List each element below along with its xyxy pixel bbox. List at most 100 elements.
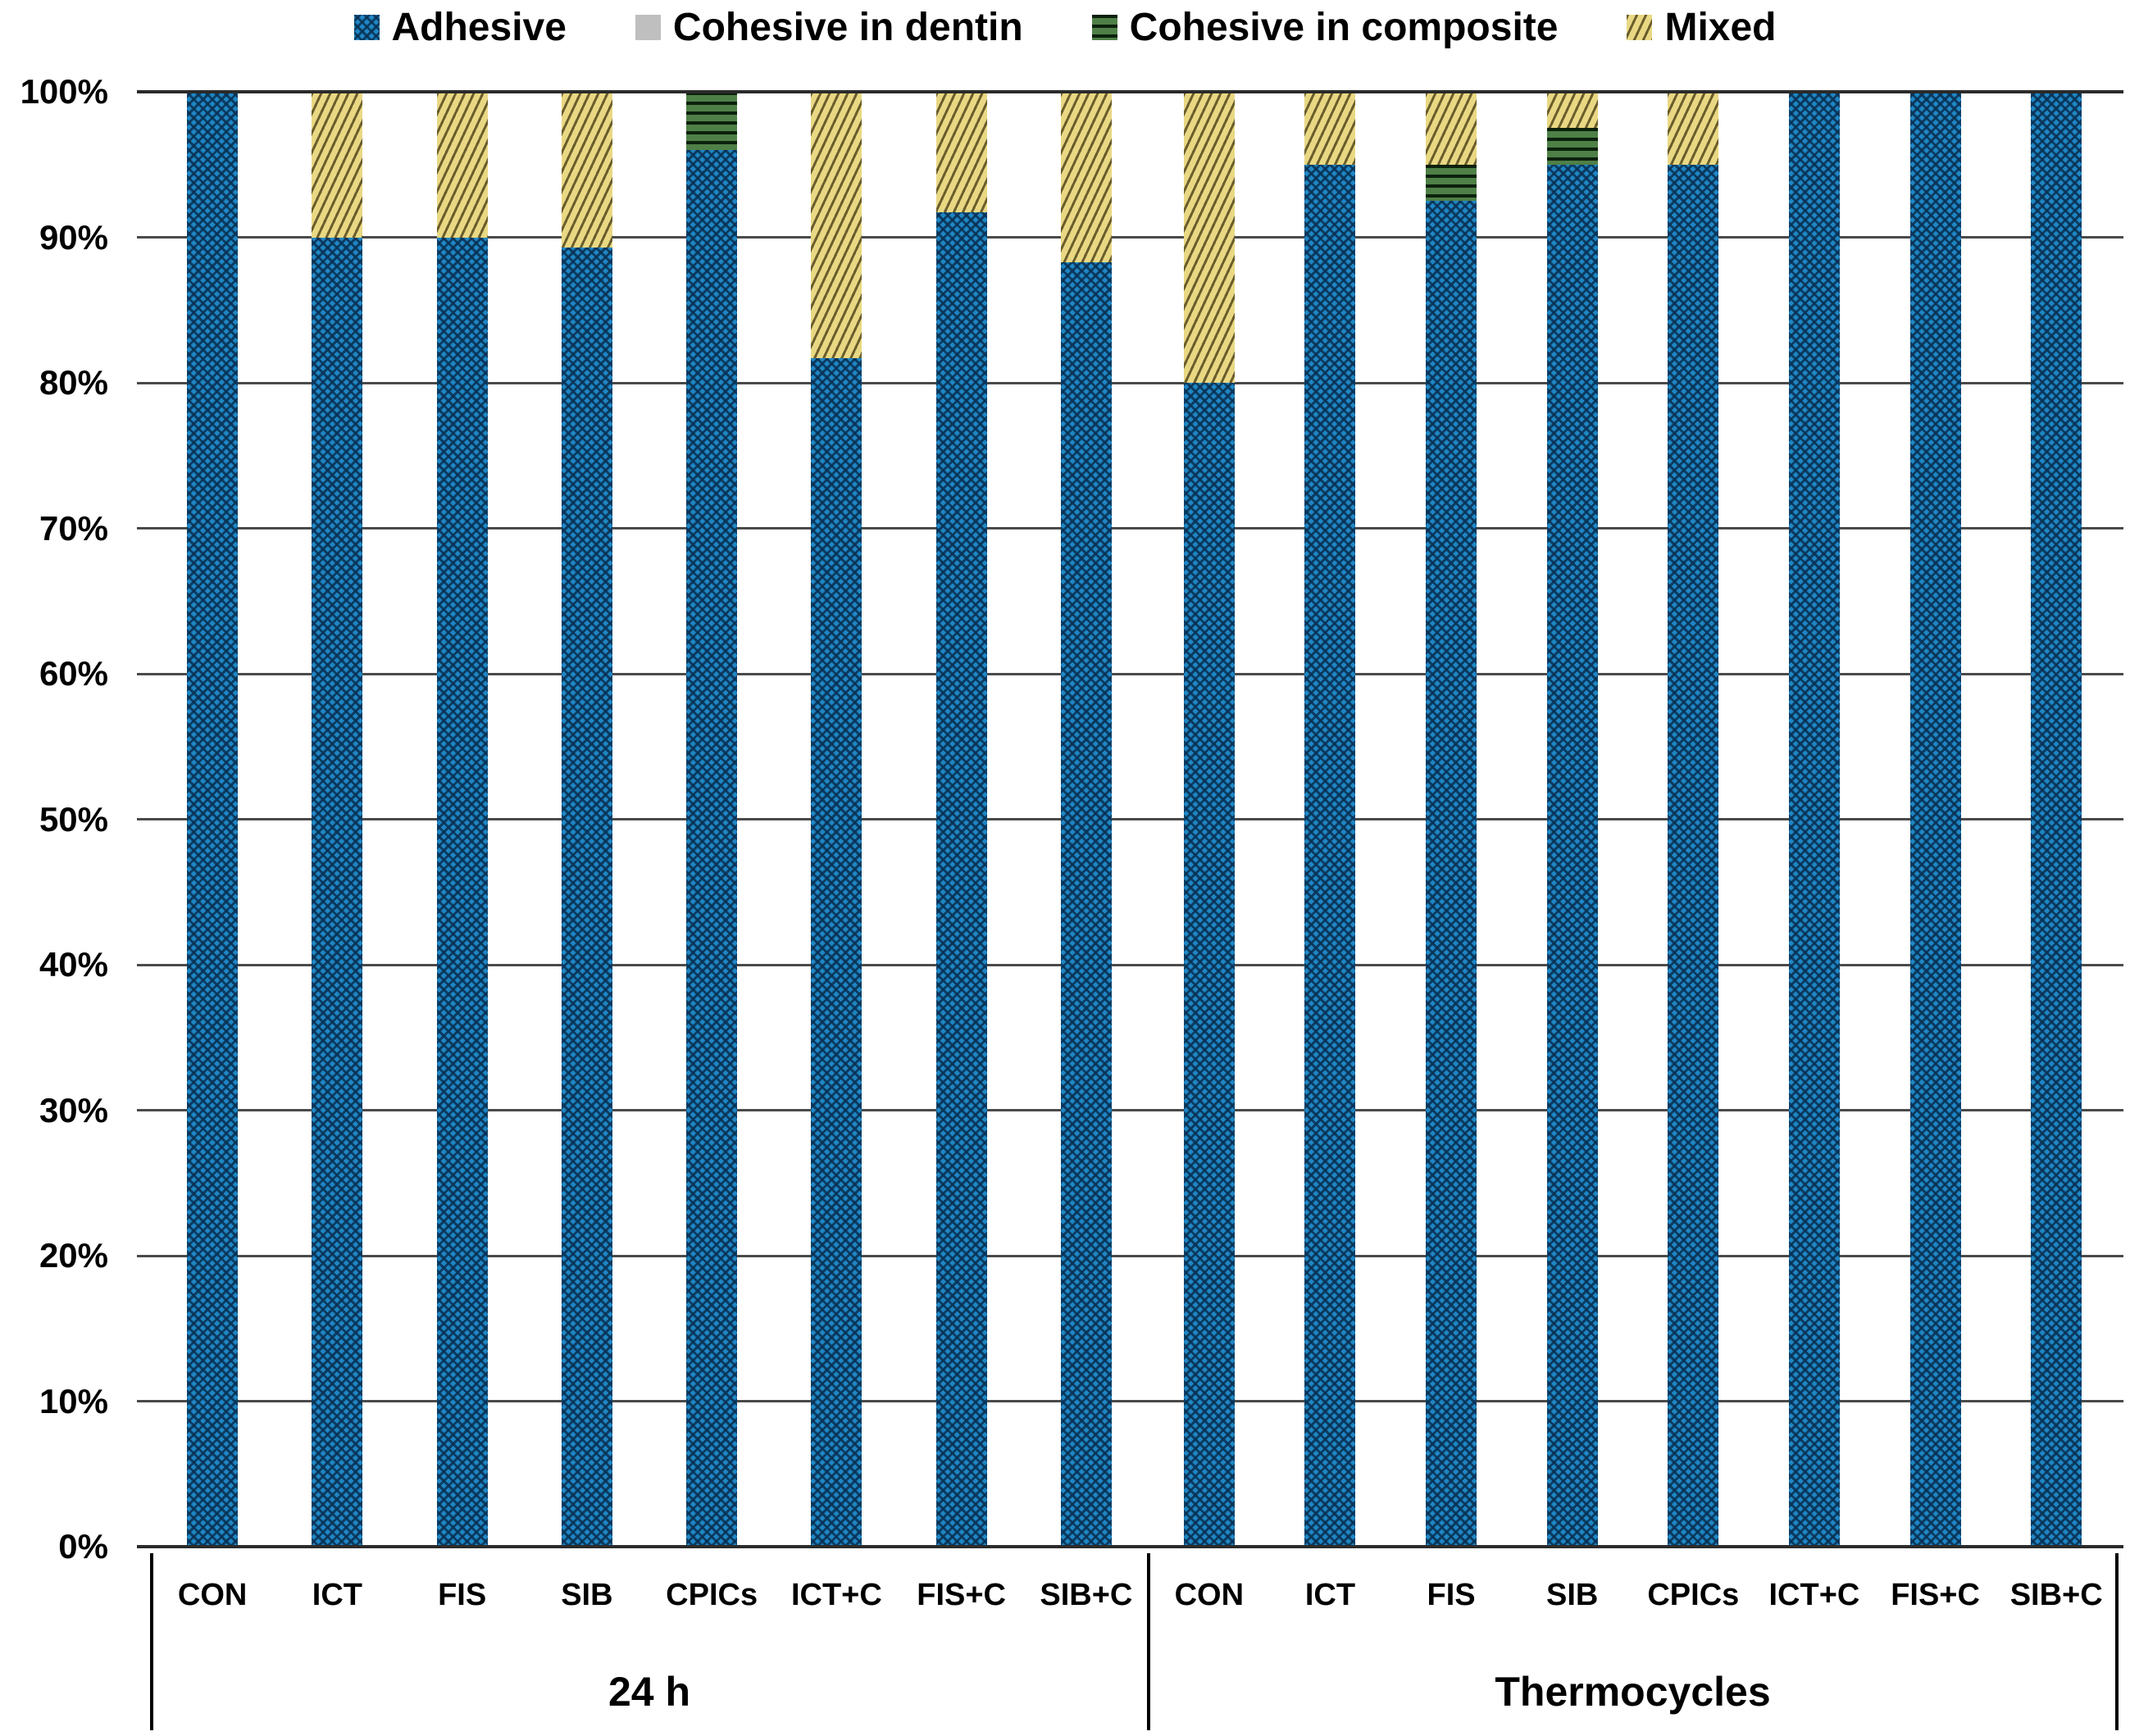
gridline xyxy=(137,1109,2123,1111)
segment-adhesive xyxy=(1426,201,1477,1547)
segment-mixed xyxy=(1668,92,1719,165)
bar-group-thermocycles xyxy=(1149,92,2117,1547)
bar-thermocycles-FIS+C xyxy=(1909,92,1961,1547)
group-label-24h: 24 h xyxy=(608,1669,691,1715)
gridline xyxy=(137,672,2123,675)
segment-adhesive xyxy=(1909,92,1961,1547)
y-tick-label: 80% xyxy=(39,363,108,402)
y-tick-label: 0% xyxy=(58,1527,108,1566)
segment-mixed xyxy=(935,92,987,213)
segment-adhesive xyxy=(811,357,862,1547)
segment-adhesive xyxy=(1183,383,1235,1547)
bar-thermocycles-CPICs xyxy=(1668,92,1719,1547)
x-category-label: CON xyxy=(177,1578,248,1612)
x-axis-labels: CON ICT FIS SIB CPICs ICT+C FIS+C SIB+C CON ICT F… xyxy=(137,1570,2123,1620)
gridline xyxy=(137,527,2123,529)
segment-adhesive xyxy=(436,237,488,1547)
y-tick-label: 60% xyxy=(39,654,108,693)
segment-adhesive xyxy=(935,212,987,1547)
bar-24-h-FIS xyxy=(436,92,488,1547)
bar-thermocycles-SIB xyxy=(1546,92,1598,1547)
segment-mixed xyxy=(1183,92,1235,383)
segment-mixed xyxy=(1060,92,1112,262)
axis-divider-middle xyxy=(1147,1553,1150,1730)
gridline xyxy=(137,1545,2123,1548)
bar-24-h-CPICs xyxy=(686,92,738,1547)
segment-mixed xyxy=(1546,92,1598,129)
segment-composite xyxy=(1546,128,1598,165)
bar-24-h-FIS+C xyxy=(935,92,987,1547)
bar-24-h-CON xyxy=(187,92,239,1547)
segment-composite xyxy=(1426,164,1477,202)
bar-thermocycles-CON xyxy=(1183,92,1235,1547)
bar-thermocycles-ICT xyxy=(1304,92,1356,1547)
axis-divider-right xyxy=(2115,1553,2119,1730)
segment-adhesive xyxy=(2031,92,2082,1547)
legend-item-mixed: Mixed xyxy=(1627,5,1776,50)
x-category-label: SIB xyxy=(561,1578,613,1612)
segment-adhesive xyxy=(1546,164,1598,1547)
y-tick-label: 90% xyxy=(39,217,108,257)
y-tick-label: 30% xyxy=(39,1090,108,1129)
y-tick-label: 10% xyxy=(39,1381,108,1420)
group-label-thermocycles: Thermocycles xyxy=(1495,1669,1771,1715)
gridline xyxy=(137,1400,2123,1402)
bar-thermocycles-FIS xyxy=(1426,92,1477,1547)
plot-area xyxy=(137,90,2123,1548)
x-category-label: CON xyxy=(1174,1578,1245,1612)
adhesive-swatch-icon xyxy=(353,14,380,40)
segment-mixed xyxy=(312,92,363,238)
x-category-label: ICT+C xyxy=(790,1578,882,1612)
segment-adhesive xyxy=(686,150,738,1547)
bar-thermocycles-ICT+C xyxy=(1788,92,1840,1547)
x-category-label: SIB xyxy=(1546,1578,1599,1612)
legend: Adhesive Cohesive in dentin Cohesive in … xyxy=(0,2,2130,52)
y-tick-label: 40% xyxy=(39,945,108,984)
x-category-label: CPICs xyxy=(1647,1578,1740,1612)
gridline xyxy=(137,381,2123,384)
gridline xyxy=(137,963,2123,966)
segment-mixed xyxy=(1426,92,1477,165)
bar-group-24h xyxy=(150,92,1149,1547)
segment-mixed xyxy=(436,92,488,238)
segment-composite xyxy=(686,92,738,150)
x-category-label: ICT xyxy=(312,1578,362,1612)
x-label-group-thermocycles: CON ICT FIS SIB CPICs ICT+C FIS+C SIB+C xyxy=(1149,1570,2117,1620)
mixed-swatch-icon xyxy=(1627,14,1653,40)
segment-adhesive xyxy=(561,247,612,1547)
x-category-label: ICT xyxy=(1304,1578,1356,1612)
segment-adhesive xyxy=(1668,164,1719,1547)
x-category-label: FIS+C xyxy=(917,1578,1006,1612)
bar-24-h-ICT+C xyxy=(811,92,862,1547)
segment-mixed xyxy=(811,92,862,358)
bar-24-h-SIB xyxy=(561,92,612,1547)
y-tick-label: 20% xyxy=(39,1236,108,1275)
x-category-label: ICT+C xyxy=(1768,1578,1860,1612)
y-tick-label: 100% xyxy=(20,72,108,111)
legend-label: Cohesive in dentin xyxy=(672,5,1023,49)
gridline xyxy=(137,1254,2123,1257)
x-label-group-24h: CON ICT FIS SIB CPICs ICT+C FIS+C SIB+C xyxy=(150,1570,1149,1620)
legend-label: Adhesive xyxy=(391,5,567,49)
segment-adhesive xyxy=(187,92,239,1547)
legend-label: Mixed xyxy=(1664,5,1777,49)
x-category-label: FIS xyxy=(438,1578,487,1612)
cohesive-composite-swatch-icon xyxy=(1091,14,1117,40)
cohesive-dentin-swatch-icon xyxy=(635,14,661,40)
gridline xyxy=(137,818,2123,820)
legend-item-adhesive: Adhesive xyxy=(353,5,567,50)
segment-adhesive xyxy=(1060,261,1112,1547)
legend-item-cohesive-dentin: Cohesive in dentin xyxy=(635,5,1023,50)
bar-thermocycles-SIB+C xyxy=(2031,92,2082,1547)
legend-label: Cohesive in composite xyxy=(1129,5,1559,49)
x-category-label: SIB+C xyxy=(1040,1578,1133,1612)
bar-24-h-SIB+C xyxy=(1060,92,1112,1547)
x-category-label: CPICs xyxy=(666,1578,758,1612)
segment-mixed xyxy=(561,92,612,248)
segment-adhesive xyxy=(1788,92,1840,1547)
y-axis-labels: 100% 90% 80% 70% 60% 50% 40% 30% 20% 10% 0% xyxy=(0,72,108,1566)
axis-divider-left xyxy=(150,1553,153,1730)
x-category-label: FIS xyxy=(1427,1578,1476,1612)
gridline xyxy=(137,90,2123,93)
